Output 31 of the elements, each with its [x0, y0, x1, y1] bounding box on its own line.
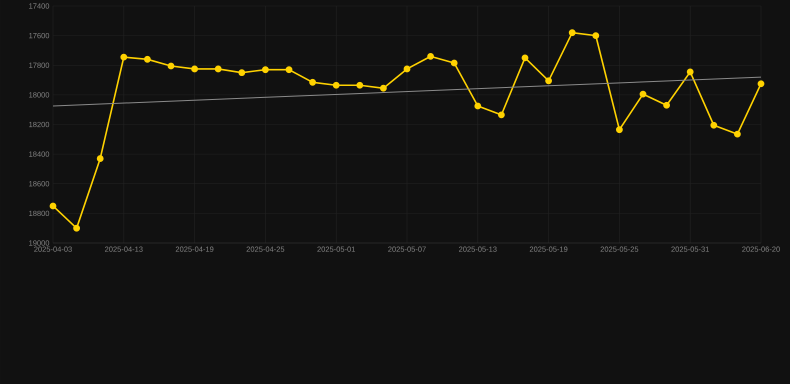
- point: [380, 84, 387, 92]
- point: [120, 54, 128, 61]
- point: [686, 68, 694, 76]
- point: [214, 66, 222, 72]
- point: [474, 102, 482, 110]
- point: [96, 155, 104, 162]
- point: [404, 66, 410, 72]
- point: [309, 78, 316, 86]
- point: [710, 122, 718, 129]
- point: [427, 52, 434, 60]
- point: [286, 66, 292, 74]
- point: [356, 82, 364, 89]
- point: [734, 130, 741, 138]
- point: [568, 29, 576, 36]
- point: [73, 224, 80, 232]
- point: [238, 69, 246, 76]
- point: [592, 32, 600, 40]
- point: [50, 202, 56, 210]
- point: [498, 111, 505, 118]
- point: [168, 62, 174, 70]
- point: [616, 126, 623, 134]
- point: [191, 66, 198, 72]
- point: [332, 82, 340, 89]
- point: [144, 56, 151, 63]
- point: [640, 90, 646, 98]
- point: [663, 102, 670, 109]
- point: [450, 60, 458, 66]
- point: [545, 77, 552, 84]
- point: [758, 80, 764, 88]
- point: [522, 54, 528, 62]
- point: [262, 66, 269, 74]
